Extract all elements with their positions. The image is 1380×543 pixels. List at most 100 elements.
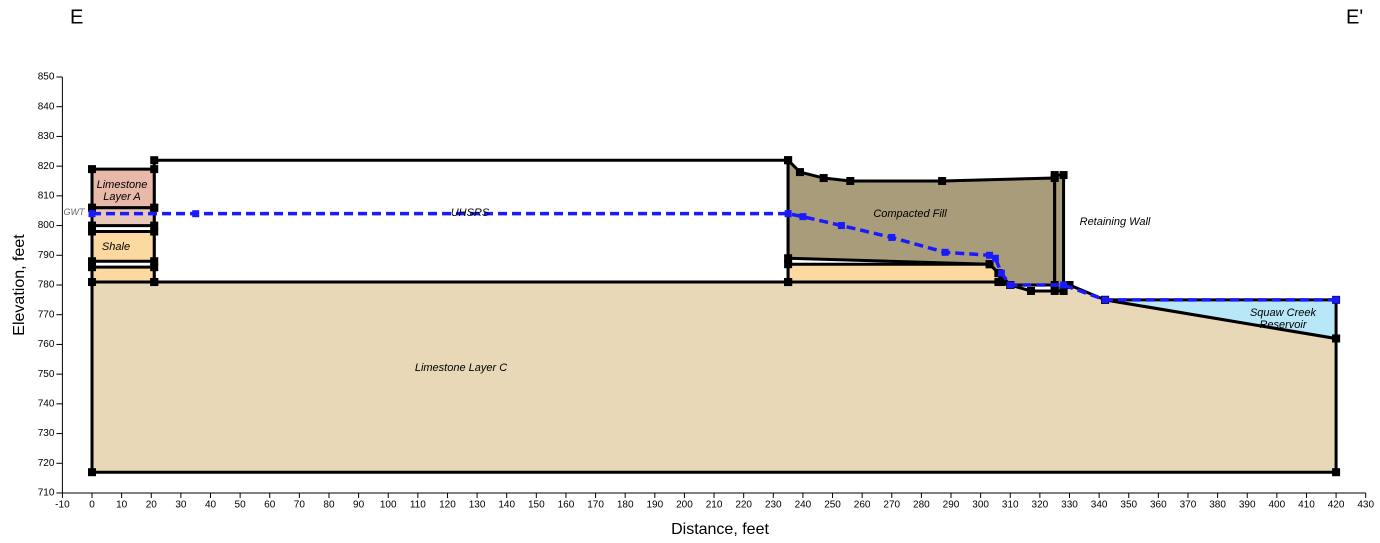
vertex [88,227,97,236]
x-tick-label: 290 [943,500,960,511]
label-line: Shale [102,241,130,253]
x-tick-label: 420 [1328,500,1345,511]
label-line: Reservoir [1259,319,1307,331]
vertex [1065,281,1074,289]
vertex [150,156,159,165]
x-tick-label: 250 [824,500,841,511]
x-tick-label: 310 [1002,500,1019,511]
section-label: E' [1346,6,1363,28]
x-tick-label: 430 [1357,500,1374,511]
y-tick-label: 840 [38,101,55,112]
y-tick-label: 810 [38,190,55,201]
y-tick-label: 710 [38,488,55,499]
region-label: Shale [102,241,130,253]
groundwater-point [1332,296,1340,304]
label-line: Limestone Layer C [415,362,507,374]
x-tick-label: 70 [294,500,306,511]
region-label: Compacted Fill [873,208,947,220]
vertex [88,203,97,212]
x-tick-label: 200 [676,500,693,511]
x-tick-label: 50 [235,500,247,511]
vertex [150,257,159,266]
x-tick-label: 40 [205,500,217,511]
y-tick-label: 830 [38,131,55,142]
vertex [150,278,159,287]
x-tick-label: 110 [410,500,426,511]
y-tick-label: 820 [38,161,55,172]
groundwater-point [941,248,949,256]
label-line: Layer A [103,191,141,203]
y-axis-title: Elevation, feet [11,234,28,336]
x-tick-label: 280 [913,500,930,511]
y-tick-label: 850 [38,72,55,83]
x-tick-label: 60 [264,500,276,511]
vertex [150,221,159,230]
x-tick-label: 360 [1150,500,1167,511]
label-line: Squaw Creek [1250,307,1317,319]
groundwater-point [986,251,994,259]
x-tick-label: 390 [1239,500,1256,511]
x-tick-label: 10 [116,500,128,511]
vertex [150,165,159,174]
groundwater-point [784,210,792,218]
y-tick-label: 730 [38,428,55,439]
x-tick-label: 300 [972,500,989,511]
region [90,206,156,228]
groundwater-line [92,211,1337,302]
y-tick-label: 760 [38,339,55,350]
x-tick-label: 350 [1120,500,1137,511]
vertex [795,168,804,177]
vertex [88,468,97,477]
y-tick-label: 780 [38,280,55,291]
x-tick-label: 0 [89,500,95,511]
x-tick-label: 100 [380,500,397,511]
region-label: UHSRS [451,207,490,219]
x-tick-label: 230 [765,500,782,511]
region-label: Limestone Layer C [415,362,507,374]
region [786,262,1003,284]
groundwater-point [1101,296,1109,304]
x-tick-label: 90 [353,500,365,511]
vertex [819,174,828,183]
region-label: Squaw Creek Reservoir [1250,307,1317,331]
vertex [150,227,159,236]
groundwater-point [88,210,96,218]
vertex [88,257,97,266]
x-tick-label: 270 [883,500,900,511]
vertex [88,263,97,272]
y-tick-label: 790 [38,250,55,261]
region [1053,173,1066,293]
x-tick-label: 130 [469,500,486,511]
x-tick-label: 340 [1091,500,1108,511]
x-tick-label: 240 [795,500,812,511]
region-label: Limestone Layer A [97,179,148,203]
region [152,158,790,284]
groundwater-point [837,222,845,230]
vertex [784,156,793,165]
vertex [938,177,947,185]
region [90,265,156,284]
y-tick-label: 800 [38,220,55,231]
groundwater-point [997,269,1005,277]
y-tick-label: 720 [38,458,55,469]
x-tick-label: 400 [1268,500,1285,511]
groundwater-point [192,210,200,218]
label-line: UHSRS [451,207,490,219]
vertex [784,254,793,263]
vertex [1059,286,1068,295]
vertex [1332,334,1341,343]
vertex [1026,286,1035,295]
y-tick-label: 770 [38,309,55,320]
vertex [88,221,97,230]
label-line: GWT [64,207,86,217]
label-line: Limestone [97,179,148,191]
x-tick-label: 180 [617,500,634,511]
x-tick-label: 170 [587,500,604,511]
groundwater-point [991,254,999,262]
vertex [784,260,793,269]
vertex [150,203,159,212]
vertex [1332,468,1341,477]
x-tick-label: 330 [1061,500,1078,511]
